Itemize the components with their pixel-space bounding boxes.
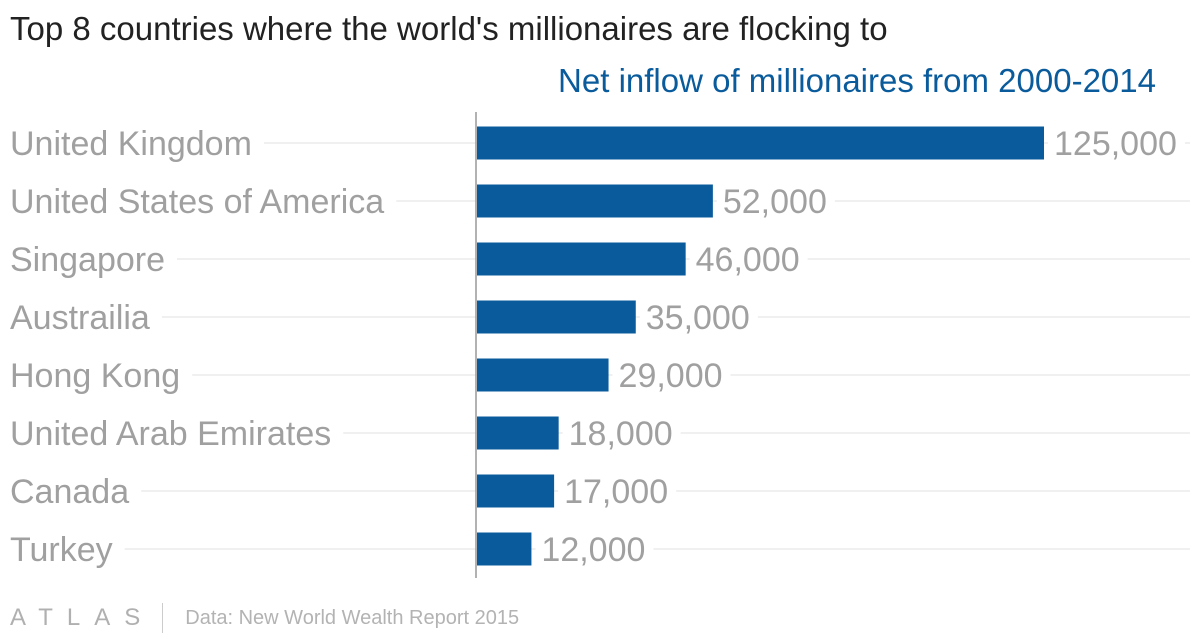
category-label: Austrailia	[10, 299, 150, 337]
source-note: Data: New World Wealth Report 2015	[185, 606, 520, 629]
series-label: Net inflow of millionaires from 2000-201…	[558, 62, 1156, 99]
label-backdrop	[558, 487, 677, 495]
footer: ATLAS Data: New World Wealth Report 2015	[10, 600, 519, 636]
category-labels: United Kingdom United States of America Si…	[10, 125, 384, 569]
value-label: 12,000	[541, 531, 645, 569]
chart-title: Top 8 countries where the world's millio…	[10, 10, 888, 47]
bar	[477, 242, 686, 276]
label-backdrop	[8, 255, 178, 263]
label-backdrop	[1048, 139, 1185, 147]
value-label: 17,000	[564, 473, 668, 511]
category-label: Hong Kong	[10, 357, 180, 395]
bar	[477, 126, 1044, 160]
value-label: 29,000	[619, 357, 723, 395]
value-label: 35,000	[646, 299, 750, 337]
category-label: United Kingdom	[10, 125, 252, 163]
bars	[477, 126, 1044, 566]
value-label: 52,000	[723, 183, 827, 221]
label-backdrop	[8, 487, 142, 495]
label-backdrop	[612, 371, 731, 379]
label-backdrop	[716, 197, 835, 205]
category-label: United States of America	[10, 183, 384, 221]
bar	[477, 300, 636, 334]
label-backdrop	[639, 313, 758, 321]
value-label: 46,000	[696, 241, 800, 279]
value-label: 18,000	[569, 415, 673, 453]
label-backdrop	[689, 255, 808, 263]
label-backdrop	[8, 545, 125, 553]
brand-logo: ATLAS	[10, 604, 155, 631]
category-label: Singapore	[10, 241, 165, 279]
category-label: Turkey	[10, 531, 113, 569]
value-label: 125,000	[1054, 125, 1177, 163]
label-backdrop	[535, 545, 654, 553]
value-labels: 125,000 52,000 46,000 35,000 29,000 18,000 17,…	[541, 125, 1176, 569]
bar-chart: United Kingdom United States of America Si…	[8, 112, 1190, 578]
bar	[477, 358, 609, 392]
bar	[477, 532, 532, 566]
bar	[477, 416, 559, 450]
label-backdrop	[8, 139, 264, 147]
label-backdrop	[8, 313, 162, 321]
category-label: United Arab Emirates	[10, 415, 331, 453]
label-backdrop	[8, 197, 397, 205]
category-label: Canada	[10, 473, 129, 511]
bar	[477, 184, 713, 218]
gridlines	[8, 139, 1190, 553]
footer-divider	[162, 603, 164, 633]
label-backdrop	[8, 371, 193, 379]
bar	[477, 474, 555, 508]
label-backdrop	[8, 429, 344, 437]
label-backdrop	[562, 429, 681, 437]
